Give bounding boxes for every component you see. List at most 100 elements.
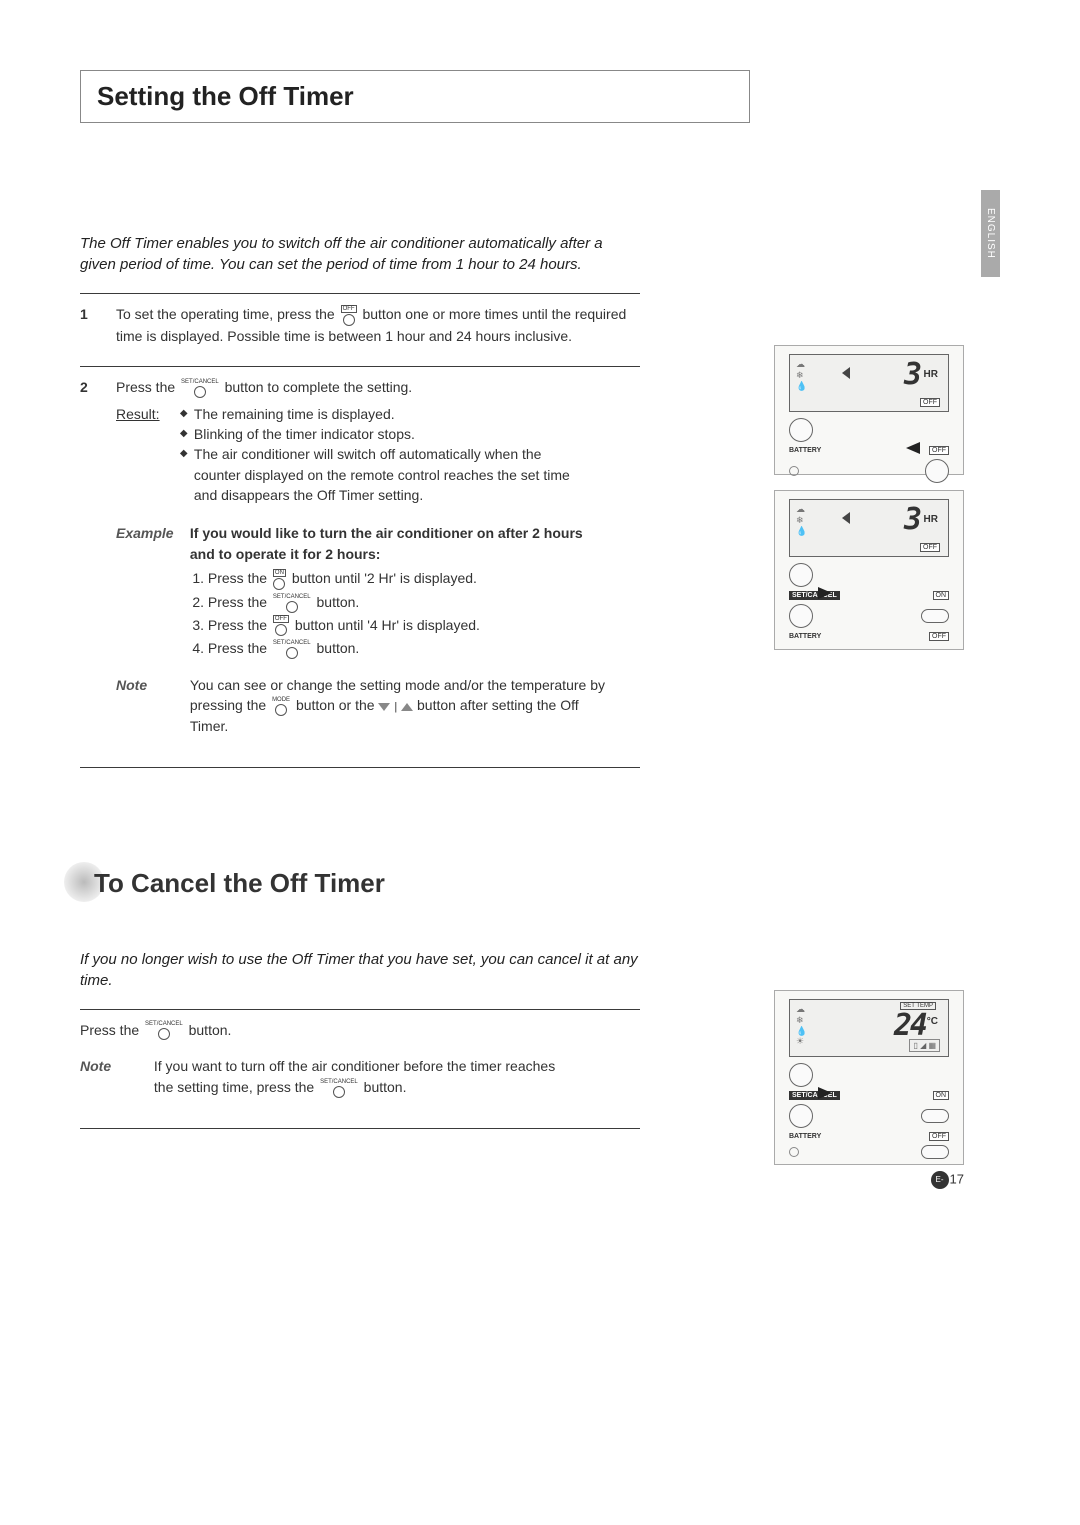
example-steps: Press the ON button until '2 Hr' is disp… xyxy=(190,568,610,659)
timer-value: 3 xyxy=(904,357,920,392)
remote-row: SET/CANCEL ON xyxy=(789,1091,949,1100)
temp-unit: °C xyxy=(927,1016,938,1027)
step-body: Press the SET/CANCEL button to complete … xyxy=(116,377,640,737)
on-button-icon: ON xyxy=(273,569,286,590)
result-item: The remaining time is displayed. xyxy=(180,404,580,424)
set-cancel-button-icon: SET/CANCEL xyxy=(181,379,219,398)
example-intro: If you would like to turn the air condit… xyxy=(190,525,583,561)
remote-row xyxy=(789,459,949,483)
step2-text-a: Press the xyxy=(116,379,175,395)
callout-arrow-icon xyxy=(818,1087,832,1099)
section2-title: To Cancel the Off Timer xyxy=(80,868,1000,899)
remote-illustration-3: ☁❄💧☀ SET TEMP 24 °C ▯ ◢ ▦ SET/CANCEL ON … xyxy=(774,990,964,1165)
set-cancel-remote-button xyxy=(789,1104,813,1128)
timer-unit: HR xyxy=(924,369,938,380)
divider xyxy=(80,1128,640,1129)
remote-button xyxy=(789,418,813,442)
remote-button xyxy=(789,563,813,587)
step-number: 1 xyxy=(80,304,116,346)
language-tab: ENGLISH xyxy=(981,190,1000,277)
step-body: To set the operating time, press the OFF… xyxy=(116,304,640,346)
example-step: Press the OFF button until '4 Hr' is dis… xyxy=(208,615,610,637)
lcd-display: ☁❄💧☀ SET TEMP 24 °C ▯ ◢ ▦ xyxy=(789,999,949,1057)
temp-value: 24 xyxy=(894,1008,926,1043)
result-label: Result: xyxy=(116,404,176,424)
example-label: Example xyxy=(116,523,186,543)
section-title-box: Setting the Off Timer xyxy=(80,70,750,123)
section1-title: Setting the Off Timer xyxy=(97,81,733,112)
lcd-display: ☁❄💧 3 HR OFF xyxy=(789,354,949,412)
set-cancel-button-icon: SET/CANCEL xyxy=(273,640,311,659)
remote-row: SET/CANCEL ON xyxy=(789,591,949,600)
timer-value: 3 xyxy=(904,502,920,537)
result-list: The remaining time is displayed. Blinkin… xyxy=(180,404,580,505)
example-step: Press the ON button until '2 Hr' is disp… xyxy=(208,568,610,590)
off-badge: OFF xyxy=(929,1132,949,1141)
remote-button xyxy=(921,1109,949,1123)
set-cancel-button-icon: SET/CANCEL xyxy=(273,594,311,613)
lcd-display: ☁❄💧 3 HR OFF xyxy=(789,499,949,557)
section1-intro: The Off Timer enables you to switch off … xyxy=(80,233,640,275)
remote-row xyxy=(789,563,949,587)
result-item: The air conditioner will switch off auto… xyxy=(180,444,580,505)
page-number: E-17 xyxy=(931,1171,964,1189)
off-badge: OFF xyxy=(929,446,949,455)
note-label: Note xyxy=(80,1056,150,1076)
mode-icons: ☁❄💧 xyxy=(796,359,807,391)
mode-button-icon: MODE xyxy=(272,697,290,716)
set-cancel-button-icon: SET/CANCEL xyxy=(145,1021,183,1040)
off-indicator: OFF xyxy=(920,398,940,407)
remote-illustration-2: ☁❄💧 3 HR OFF SET/CANCEL ON BATTERY OFF xyxy=(774,490,964,650)
remote-row xyxy=(789,418,949,442)
button-circle-icon xyxy=(194,386,206,398)
up-arrow-icon xyxy=(401,703,413,711)
remote-button xyxy=(789,1063,813,1087)
remote-row: BATTERY OFF xyxy=(789,446,949,455)
remote-row xyxy=(789,1104,949,1128)
setcancel-label: SET/CANCEL xyxy=(789,1091,840,1100)
battery-indicator-icon xyxy=(789,1147,799,1157)
selector-arrow-icon xyxy=(842,512,850,524)
on-badge: ON xyxy=(933,591,950,600)
remote-row: BATTERY OFF xyxy=(789,1132,949,1141)
remote-button xyxy=(921,1145,949,1159)
example-step: Press the SET/CANCEL button. xyxy=(208,592,610,613)
divider xyxy=(80,767,640,768)
down-arrow-icon xyxy=(378,703,390,711)
page-prefix: E- xyxy=(931,1171,949,1189)
page-num-value: 17 xyxy=(950,1171,964,1186)
button-circle-icon xyxy=(343,314,355,326)
battery-indicator-icon xyxy=(789,466,799,476)
step-1: 1 To set the operating time, press the O… xyxy=(80,293,640,366)
callout-arrow-icon xyxy=(818,587,832,599)
mode-icons: ☁❄💧☀ xyxy=(796,1004,807,1047)
callout-arrow-icon xyxy=(906,442,920,454)
setcancel-label: SET/CANCEL xyxy=(789,591,840,600)
remote-button xyxy=(921,609,949,623)
mode-icons: ☁❄💧 xyxy=(796,504,807,536)
example-step: Press the SET/CANCEL button. xyxy=(208,638,610,659)
off-badge: OFF xyxy=(929,632,949,641)
note-body: If you want to turn off the air conditio… xyxy=(154,1056,574,1097)
step1-text-a: To set the operating time, press the xyxy=(116,306,335,322)
off-button-icon: OFF xyxy=(273,615,289,636)
remote-illustration-1: ☁❄💧 3 HR OFF BATTERY OFF xyxy=(774,345,964,475)
remote-row xyxy=(789,1145,949,1159)
note-label: Note xyxy=(116,675,186,695)
set-cancel-button-icon: SET/CANCEL xyxy=(320,1079,358,1098)
off-timer-remote-button xyxy=(925,459,949,483)
selector-arrow-icon xyxy=(842,367,850,379)
step-number: 2 xyxy=(80,377,116,737)
on-badge: ON xyxy=(933,1091,950,1100)
off-timer-button-icon: OFF xyxy=(341,305,357,326)
remote-row xyxy=(789,604,949,628)
set-cancel-remote-button xyxy=(789,604,813,628)
remote-row xyxy=(789,1063,949,1087)
step2-text-b: button to complete the setting. xyxy=(225,379,413,395)
result-item: Blinking of the timer indicator stops. xyxy=(180,424,580,444)
example-body: If you would like to turn the air condit… xyxy=(190,523,610,661)
timer-unit: HR xyxy=(924,514,938,525)
remote-row: BATTERY OFF xyxy=(789,632,949,641)
fan-indicator-icon: ▯ ◢ ▦ xyxy=(909,1039,940,1052)
step-2: 2 Press the SET/CANCEL button to complet… xyxy=(80,366,640,757)
